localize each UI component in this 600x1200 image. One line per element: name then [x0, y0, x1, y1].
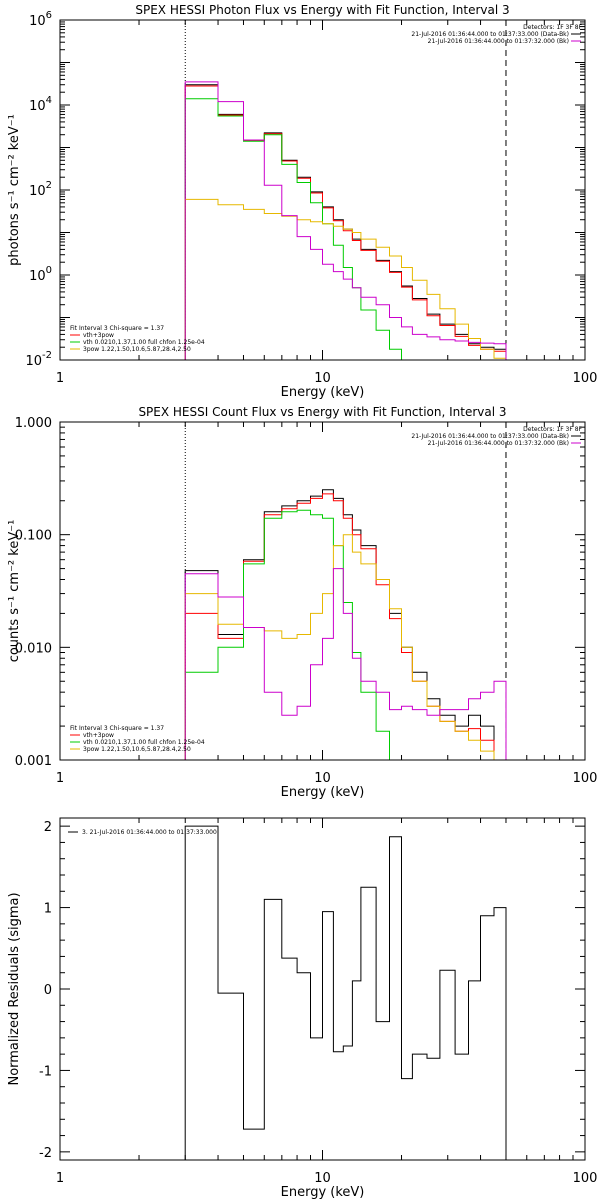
legend-entry: 3pow 1.22,1.50,10.6,5.87,28.4,2.50: [83, 746, 191, 753]
y-tick-label: 0.100: [15, 529, 52, 544]
chart-title: SPEX HESSI Count Flux vs Energy with Fit…: [138, 405, 506, 419]
legend-entry: 3. 21-Jul-2016 01:36:44.000 to 01:37:33.…: [82, 829, 217, 836]
y-axis-label: counts s⁻¹ cm⁻² keV⁻¹: [7, 520, 22, 663]
y-tick-label: 100: [29, 265, 52, 284]
y-tick-exponent: 2: [46, 180, 52, 191]
x-axis-label: Energy (keV): [281, 1185, 365, 1200]
legend-detectors: Detectors: 1F 3F 8F: [523, 24, 582, 31]
legend-detectors: Detectors: 1F 3F 8F: [523, 426, 582, 433]
legend-entry: vth+3pow: [83, 732, 114, 739]
data-series-3: [184, 534, 495, 760]
chart-residuals: 1 10 100 -2 -1 0 1 2 Energy (keV) Normalized Resi…: [7, 817, 598, 1200]
x-tick-label: 1: [56, 371, 64, 386]
legend-entry: vth 0.0210,1.37,1.00 full chfon 1.25e-04: [83, 739, 205, 746]
series-group: [184, 825, 507, 1160]
data-series-3: [184, 198, 507, 360]
x-tick-label: 10: [314, 771, 331, 786]
y-tick-label: 0: [44, 983, 52, 998]
data-series-2: [184, 98, 402, 360]
y-tick-label: -2: [39, 1146, 52, 1161]
legend-entry: 21-Jul-2016 01:36:44.000 to 01:37:33.000…: [411, 31, 569, 38]
y-tick-label: 106: [29, 10, 52, 29]
y-tick-base: 10: [29, 14, 46, 29]
data-series-2: [184, 509, 390, 760]
y-tick-exponent: 6: [46, 10, 52, 21]
y-tick-exponent: 0: [46, 265, 52, 276]
x-tick-label: 100: [573, 371, 598, 386]
series-group: [184, 81, 507, 360]
x-tick-label: 100: [573, 771, 598, 786]
y-tick-label: -1: [39, 1064, 52, 1079]
legend-entry: 21-Jul-2016 01:36:44.000 to 01:37:32.000…: [428, 38, 569, 45]
legend-entry: 3pow 1.22,1.50,10.6,5.87,28.4,2.50: [83, 346, 191, 353]
legend-fit-info: Fit Interval 3 Chi-square = 1.37: [70, 725, 164, 732]
chart-count: SPEX HESSI Count Flux vs Energy with Fit…: [7, 405, 597, 800]
x-tick-label: 10: [314, 371, 331, 386]
x-axis-label: Energy (keV): [281, 785, 365, 800]
legend-entry: vth+3pow: [83, 332, 114, 339]
legend-fit-info: Fit Interval 3 Chi-square = 1.37: [70, 325, 164, 332]
y-tick-base: 10: [29, 99, 46, 114]
y-tick-label: 102: [29, 180, 52, 199]
legend-entry: 21-Jul-2016 01:36:44.000 to 01:37:32.000…: [428, 440, 569, 447]
x-axis-label: Energy (keV): [281, 385, 365, 400]
data-series-4: [184, 81, 507, 360]
y-tick-exponent: 4: [46, 95, 52, 106]
y-axis-label: Normalized Residuals (sigma): [7, 892, 22, 1085]
data-series-0: [184, 84, 507, 360]
y-tick-label: 1: [44, 902, 52, 917]
y-tick-exponent: -2: [42, 350, 52, 361]
data-series-0: [184, 489, 507, 760]
x-tick-label: 1: [56, 1171, 64, 1186]
chart-photon: SPEX HESSI Photon Flux vs Energy with Fi…: [7, 3, 597, 400]
y-tick-label: 0.001: [15, 754, 52, 769]
x-tick-label: 100: [573, 1171, 598, 1186]
plot-frame: [59, 421, 586, 761]
x-tick-label: 10: [314, 1171, 331, 1186]
data-series-1: [184, 85, 507, 360]
x-tick-label: 1: [56, 771, 64, 786]
legend-entry: vth 0.0210,1.37,1.00 full chfon 1.25e-04: [83, 339, 205, 346]
data-series-4: [184, 568, 507, 760]
y-tick-label: 2: [44, 820, 52, 835]
y-tick-label: 104: [29, 95, 52, 114]
plot-frame: [59, 19, 586, 361]
plot-frame: [59, 817, 586, 1161]
y-tick-label: 1.000: [15, 416, 52, 431]
y-tick-base: 10: [29, 184, 46, 199]
y-tick-base: 10: [29, 269, 46, 284]
y-tick-label: 10-2: [25, 350, 52, 369]
y-tick-base: 10: [25, 354, 42, 369]
y-axis-label: photons s⁻¹ cm⁻² keV⁻¹: [7, 114, 22, 266]
chart-title: SPEX HESSI Photon Flux vs Energy with Fi…: [135, 3, 509, 17]
y-tick-label: 0.010: [15, 641, 52, 656]
data-series-0: [184, 825, 507, 1160]
legend-entry: 21-Jul-2016 01:36:44.000 to 01:37:33.000…: [411, 433, 569, 440]
series-group: [184, 489, 507, 760]
